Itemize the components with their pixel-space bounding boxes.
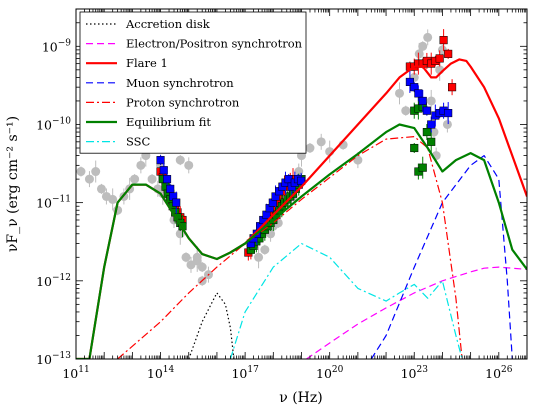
model-curves [76,58,527,359]
y-axis-label: νF_ν (erg cm⁻² s⁻¹) [5,116,21,252]
muon-data-point [159,166,168,175]
equilibrium-data-point [410,143,419,153]
muon-synchrotron-line [370,155,513,359]
electron-positron-synchrotron-line [306,266,527,359]
archival-data-point [395,88,405,98]
flare-1-data-point [439,36,448,45]
equilibrium-data-point [427,137,436,146]
legend-label-equilibrium-fit: Equilibrium fit [126,115,211,129]
flare-1-data-point [444,49,453,58]
archival-data-point [316,137,326,147]
y-tick-label: 10−11 [36,195,71,211]
archival-data-point [192,252,202,262]
accretion-disk-line [188,292,235,359]
legend: Accretion disk Electron/Positron synchrot… [79,11,307,154]
archival-data-point [181,252,191,262]
archival-data-point [260,245,270,255]
muon-data-point [156,156,165,165]
archival-data-point [130,174,140,184]
proton-synchrotron-line [117,136,463,359]
x-tick-label: 1017 [231,365,259,381]
y-tick-label: 10−13 [36,351,71,367]
legend-label-electron-positron-synchrotron: Electron/Positron synchrotron [126,37,303,51]
tick-labels: 1011 1014 1017 1020 1023 1026 10−13 10−12 10−11 1… [36,38,513,381]
archival-data-point [305,143,315,153]
equilibrium-data-point [422,128,431,137]
archival-data-point [423,32,433,42]
muon-data-point [418,96,427,105]
muon-data-point [163,175,172,184]
muon-data-point [444,109,453,118]
muon-data-point [414,89,423,98]
archival-data-point [442,119,452,129]
archival-data-point [76,167,86,177]
legend-label-accretion-disk: Accretion disk [125,17,211,31]
archival-data-point [426,96,436,106]
muon-data-point [422,106,431,115]
archival-data-point [91,167,101,177]
legend-label-proton-synchrotron: Proton synchrotron [126,95,240,109]
archival-data-point [197,262,207,272]
flare-1-data-point [448,83,457,92]
x-axis-label: ν (Hz) [279,390,322,406]
archival-data-point [108,194,118,204]
archival-data-point [401,106,411,116]
archival-data-point [136,160,146,170]
x-tick-label: 1023 [401,365,429,381]
muon-data-point [427,120,436,129]
y-tick-label: 10−12 [36,273,71,289]
equilibrium-fit-line [76,123,527,359]
archival-data-point [254,252,264,262]
archival-data-point [84,174,94,184]
equilibrium-data-point [418,163,427,172]
ssc-line [229,242,463,359]
y-tick-label: 10−9 [42,38,71,54]
legend-label-ssc: SSC [126,135,151,149]
archival-data-point [184,160,194,170]
archival-data-point [96,184,106,194]
x-tick-label: 1026 [485,365,513,381]
archival-data-point [353,155,363,165]
muon-data-point [297,176,306,185]
muon-data-point [405,77,414,86]
flare-1-data-point [435,54,444,63]
archival-data-point [414,49,424,59]
legend-box [79,11,307,154]
x-tick-label: 1011 [62,365,89,381]
legend-label-flare-1: Flare 1 [126,56,168,70]
plot-frame [75,8,528,360]
legend-label-muon-synchrotron: Muon synchrotron [126,76,234,90]
archival-data-point [147,174,157,184]
archival-data-point [175,155,185,165]
muon-data-point [172,198,181,207]
y-tick-label: 10−10 [36,116,71,132]
archival-data-point [418,41,428,51]
x-tick-label: 1020 [316,365,344,381]
x-tick-label: 1014 [147,365,175,381]
